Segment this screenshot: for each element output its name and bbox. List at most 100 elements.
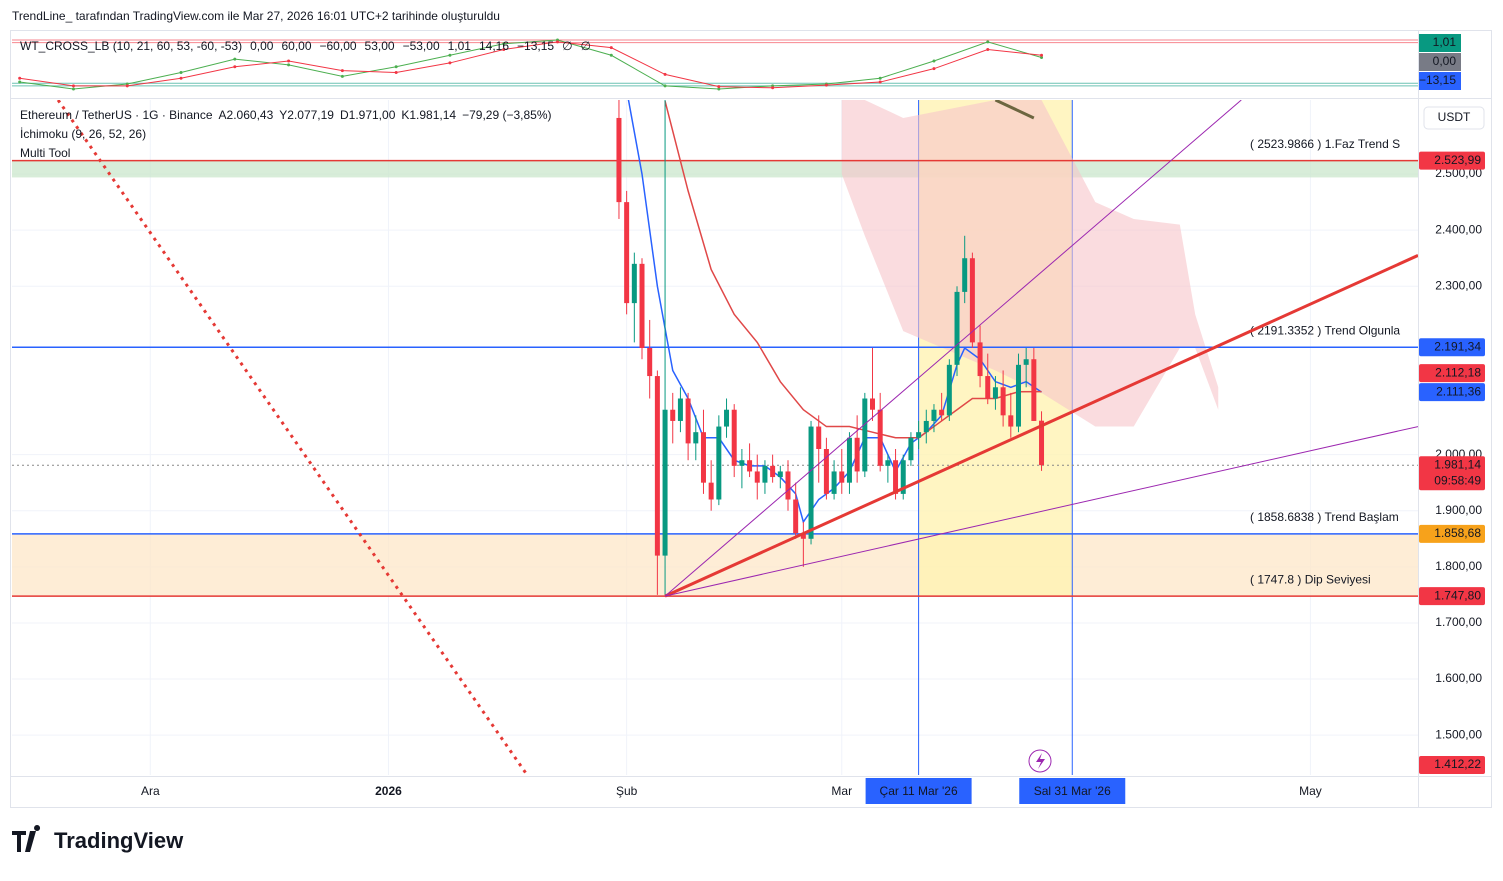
osc-dot <box>233 57 237 61</box>
x-tick-label: 2026 <box>375 784 402 798</box>
osc-dot <box>340 74 344 78</box>
osc-dot <box>502 42 506 46</box>
osc-dot <box>179 70 183 74</box>
candle-body <box>808 426 814 539</box>
candle-body <box>862 398 868 472</box>
candle-body <box>739 460 745 466</box>
candle-body <box>800 533 806 539</box>
indicator-name: Multi Tool <box>20 146 70 160</box>
legend-open: A2.060,43 <box>219 108 274 122</box>
candle-body <box>831 471 837 494</box>
candle-body <box>793 499 799 534</box>
candle-body <box>854 437 860 472</box>
osc-dot <box>1040 53 1044 57</box>
y-tick-label: 2.300,00 <box>1435 278 1482 292</box>
osc-dot <box>1040 56 1044 60</box>
candle-body <box>724 409 730 427</box>
legend-close: K1.981,14 <box>401 108 456 122</box>
price-badge <box>1419 456 1485 491</box>
candle-body <box>631 263 637 304</box>
y-tick-label: 1.700,00 <box>1435 615 1482 629</box>
osc-header: 14,16 <box>479 39 509 53</box>
osc-dot <box>18 80 22 84</box>
candle-body <box>639 263 645 349</box>
candle-body <box>1039 420 1045 466</box>
candle-body <box>677 398 683 421</box>
price-badge <box>1419 383 1485 402</box>
y-tick-label: 1.600,00 <box>1435 671 1482 685</box>
candle-body <box>885 460 891 466</box>
indicator-name: İchimoku (9, 26, 52, 26) <box>20 127 146 141</box>
osc-header: −60,00 <box>320 39 357 53</box>
osc-badge-label: −13,15 <box>1419 73 1456 87</box>
level-label: ( 1747.8 ) Dip Seviyesi <box>1250 572 1371 586</box>
indicator-line <box>664 100 1042 439</box>
candle-body <box>985 376 991 399</box>
brand: TradingView <box>54 828 184 853</box>
legend-high: Y2.077,19 <box>279 108 334 122</box>
trend-line <box>664 100 1242 597</box>
level-label: ( 2191.3352 ) Trend Olgunla <box>1250 323 1400 337</box>
candle-body <box>977 342 983 377</box>
candle-body <box>939 409 945 416</box>
level-label: ( 1858.6838 ) Trend Başlam <box>1250 510 1399 524</box>
candle-body <box>1031 359 1037 421</box>
candle-body <box>708 482 714 500</box>
price-badge-label: 2.112,18 <box>1435 365 1481 379</box>
caption: TrendLine_ tarafından TradingView.com il… <box>12 9 500 23</box>
currency-button[interactable] <box>1423 106 1485 130</box>
candle-body <box>923 420 929 433</box>
price-badge-label: 1.858,68 <box>1434 526 1481 540</box>
osc-badge <box>1419 34 1461 52</box>
candle-body <box>754 471 760 483</box>
candle-body <box>823 449 829 494</box>
frame <box>10 30 1492 808</box>
osc-dot <box>394 70 398 74</box>
trend-line <box>664 254 1418 598</box>
y-tick-label: 1.800,00 <box>1435 559 1482 573</box>
currency[interactable]: USDT <box>1438 110 1471 124</box>
candle-body <box>1000 387 1006 416</box>
osc-dot <box>18 76 22 80</box>
osc-dot <box>340 69 344 73</box>
candle-body <box>624 202 630 304</box>
candle-body <box>1023 359 1029 365</box>
candle-body <box>785 471 791 500</box>
candle-body <box>839 471 845 483</box>
oscillator-pane <box>12 38 1418 91</box>
y-tick-label: 2.500,00 <box>1435 166 1482 180</box>
countdown: 09:58:49 <box>1434 473 1481 487</box>
osc-dot <box>555 40 559 44</box>
osc-dot <box>663 72 667 76</box>
candle-body <box>870 398 876 410</box>
price-badge-label: 2.111,36 <box>1436 384 1481 398</box>
osc-dot <box>663 84 667 88</box>
candle-body <box>662 409 668 556</box>
candle-body <box>654 376 660 556</box>
osc-dot <box>717 85 721 89</box>
candle-body <box>647 348 653 377</box>
osc-header: 0,00 <box>250 39 274 53</box>
x-tick-label: Mar <box>831 784 852 798</box>
price-badge <box>1419 338 1485 357</box>
osc-dot <box>287 63 291 67</box>
candle-body <box>747 460 753 472</box>
osc-dot <box>71 87 75 91</box>
osc-dot <box>609 53 613 57</box>
x-tick-label: Şub <box>616 784 638 798</box>
time-badge-label: Çar 11 Mar '26 <box>880 784 958 798</box>
candle-body <box>716 426 722 500</box>
osc-line <box>19 41 1042 89</box>
osc-badge <box>1419 53 1461 71</box>
candle-body <box>916 432 922 438</box>
osc-header: 60,00 <box>281 39 311 53</box>
candle-body <box>908 437 914 461</box>
overlay: 2.500,002.400,002.300,002.000,001.900,00… <box>20 34 1485 804</box>
osc-dot <box>287 59 291 63</box>
price-badge-label: 2.523,99 <box>1434 153 1481 167</box>
osc-badge <box>1419 72 1461 90</box>
osc-dot <box>448 53 452 57</box>
osc-dot <box>986 40 990 44</box>
